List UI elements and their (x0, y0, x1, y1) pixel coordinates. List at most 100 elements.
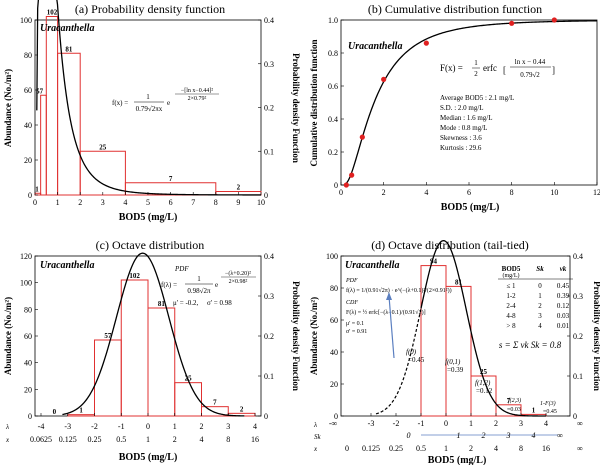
svg-text:]: ] (552, 65, 555, 75)
panel-b-formula-arg-num: ln x − 0.44 (515, 58, 546, 66)
panel-c-lambda-tick-label: 0 (146, 422, 150, 431)
panel-c-y2-tick-label: 0.1 (264, 372, 274, 381)
panel-d-xlabel: BOD5 (mg/L) (428, 455, 487, 465)
panel-c-formula-num: 1 (197, 275, 201, 283)
panel-c-bar (201, 406, 229, 417)
panel-d-table: BOD5 (mg/L) Sk vk ≤ 1 0 0.45 1-2 1 0.39 … (498, 265, 573, 350)
panel-b-x-tick-label: 8 (510, 188, 514, 197)
panel-b-axes: 00.20.40.60.81.00 2 4 6 8 10 12 (328, 16, 600, 197)
panel-d-ylabel: Abundance (No./m²) (309, 297, 319, 375)
panel-c-y2label: Probability density Function (291, 281, 301, 391)
panel-c-y-tick-label: 100 (20, 279, 32, 288)
panel-d-table-header-vk: vk (560, 265, 567, 273)
panel-b-points (343, 17, 557, 188)
panel-d-lambda-tick-label: -2 (393, 419, 400, 428)
panel-d-f23: f(2,3) (508, 397, 521, 404)
panel-d-table-cell: 0.45 (557, 282, 570, 290)
panel-d-table-header-unit: (mg/L) (503, 272, 520, 279)
panel-c-bar-value: 2 (240, 405, 244, 413)
panel-c-x-tick-label: 2 (173, 435, 177, 444)
panel-a-formula-lhs: f(x) = (112, 99, 128, 107)
panel-b-y-tick-label: 1.0 (328, 16, 338, 25)
panel-b-y-tick-label: 0 (334, 181, 338, 190)
panel-c-lambda-symbol: λ (5, 423, 9, 431)
panel-d-arrow (386, 292, 395, 359)
panel-c-x-tick-label: 0.125 (59, 435, 77, 444)
panel-c-x-tick-label: 0.25 (88, 435, 102, 444)
panel-d-lambda-tick-label: ∞ (577, 419, 583, 428)
panel-a-y2label: Probability density Function (291, 53, 301, 163)
panel-b-stat-mode: Mode : 0.8 mg/L (440, 124, 487, 132)
panel-b-y-tick-label: 0.2 (328, 148, 338, 157)
panel-d-table-cell: 0 (538, 282, 542, 290)
panel-c-lambda-tick-label: 1 (173, 422, 177, 431)
panel-c-pdf-curve (62, 252, 245, 417)
panel-d-f01: f(0,1) (445, 358, 461, 366)
panel-d-bars: 94 81 25 7 1 (420, 258, 547, 417)
panel-d-lambda-tick-label: 4 (544, 419, 548, 428)
panel-d-f23-value: =0.03 (507, 407, 521, 413)
panel-b-xlabel: BOD5 (mg/L) (441, 202, 500, 213)
panel-a-y2-tick-label: 0 (264, 191, 268, 200)
panel-b: (b) Cumulative distribution function 0 0.… (309, 2, 600, 213)
panel-d-table-cell: 0.03 (557, 312, 570, 320)
panel-d-y-tick-label: 0 (334, 412, 338, 421)
panel-d-table-cell: 3 (538, 312, 542, 320)
panel-d-x-tick-label: 0.25 (389, 444, 403, 453)
panel-c-y-tick-label: 80 (24, 305, 32, 314)
panel-c-bar-value: 57 (104, 332, 112, 340)
panel-a-x-tick-label: 0 (33, 198, 37, 207)
panel-c-species: Uracanthella (40, 260, 94, 271)
panel-c-bar-value: 81 (158, 300, 166, 308)
panel-b-x-tick-label: 2 (382, 188, 386, 197)
panel-d-inset-cdf-formula: F(λ) = ½ erfc[−(λ−0.1)/(0.91√2)] (346, 309, 426, 316)
panel-b-formula-erfc: erfc (483, 63, 497, 73)
panel-b-stat-skewness: Skewness : 3.6 (440, 134, 482, 142)
panel-b-formula-half-den: 2 (474, 70, 478, 78)
panel-d: (d) Octave distribution (tail-tied) 9481… (309, 238, 600, 465)
panel-c-bar-value: 102 (129, 272, 140, 280)
svg-text:[: [ (503, 65, 506, 75)
panel-d-y-tick-label: 100 (326, 252, 338, 261)
panel-d-y2-tick-label: 0.3 (573, 292, 583, 301)
panel-d-y2label: Probability density Function (592, 281, 600, 391)
panel-a-x-tick-label: 5 (146, 198, 150, 207)
panel-d-sk-tick-label: 4 (532, 431, 536, 440)
panel-d-table-cell: 1 (538, 292, 542, 300)
panel-a-bar-value: 1 (35, 185, 39, 193)
panel-d-table-cell: 2 (538, 302, 542, 310)
panel-d-lambda-symbol: λ (313, 421, 317, 429)
panel-c-x-symbol: x (5, 436, 10, 444)
panel-a-x-tick-label: 4 (123, 198, 127, 207)
panel-c-y-tick-label: 120 (20, 252, 32, 261)
panel-c-y2-tick-label: 0.4 (264, 252, 274, 261)
panel-a-formula-exp-num: −[ln x−0.44]² (181, 88, 213, 94)
panel-d-sk-tick-label: 2 (482, 431, 486, 440)
panel-d-table-cell: 0.12 (557, 302, 570, 310)
panel-a-x-tick-label: 9 (236, 198, 240, 207)
panel-a-ylabel: Abundance (No./m²) (3, 69, 13, 147)
panel-a-y-tick-label: 80 (24, 51, 32, 60)
panel-d-y2-tick-label: 0.1 (573, 372, 583, 381)
panel-d-table-sum: s = Σ vk Sk = 0.8 (499, 340, 562, 350)
panel-c-lambda-tick-label: -3 (64, 422, 71, 431)
panel-a-y-tick-label: 100 (20, 16, 32, 25)
panel-d-x-tick-label: 16 (542, 444, 550, 453)
panel-b-point (381, 76, 387, 82)
panel-d-table-cell: 0.39 (557, 292, 570, 300)
panel-c-bars: 0 1 57 102 81 25 7 2 (53, 272, 256, 417)
panel-c-lambda-tick-label: 3 (226, 422, 230, 431)
panel-d-sk-symbol: Sk (314, 433, 322, 441)
panel-d-species: Uracanthella (345, 260, 399, 271)
panel-c-formula: f(λ) = 1 0.98√2π e −(λ+0.20)² 2×0.98² (161, 270, 256, 295)
panel-d-lambda-tick-label: 0 (444, 419, 448, 428)
panel-a-x-tick-label: 10 (257, 198, 265, 207)
panel-d-y2-tick-label: 0.2 (573, 332, 583, 341)
panel-d-bar-value: 7 (507, 397, 511, 405)
panel-d-x-tick-label: 2 (469, 444, 473, 453)
panel-d-inset-pdf: PDF (345, 278, 358, 284)
panel-c-bar-value: 0 (53, 408, 57, 416)
panel-a-x-tick-label: 3 (101, 198, 105, 207)
